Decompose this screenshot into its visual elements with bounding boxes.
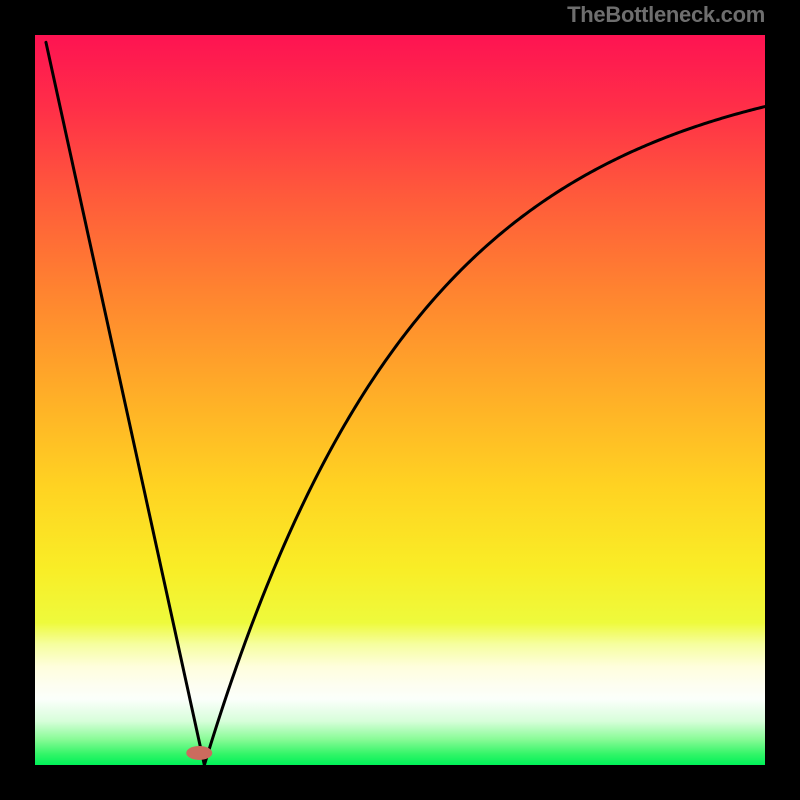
optimal-point-marker: [186, 746, 212, 760]
plot-area: [35, 35, 765, 765]
attribution-text: TheBottleneck.com: [567, 2, 765, 28]
